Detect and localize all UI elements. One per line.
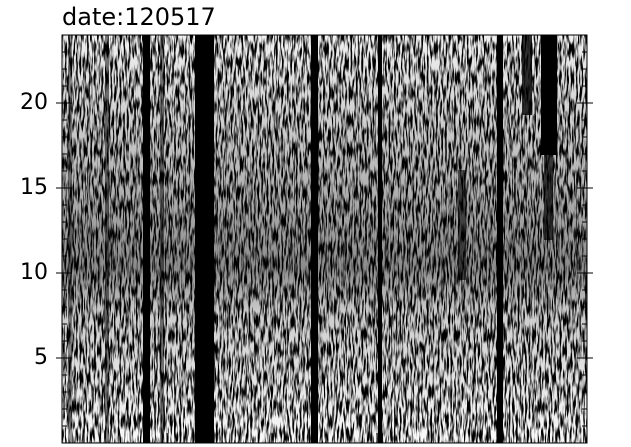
heatmap-image [62, 35, 587, 443]
y-tick-label: 20 [20, 90, 48, 115]
chart-title: date:120517 [62, 3, 216, 31]
y-tick-label: 15 [20, 175, 48, 200]
x-ticks [61, 433, 588, 443]
y-tick-label: 10 [20, 260, 48, 285]
y-tick-label: 5 [34, 345, 48, 370]
